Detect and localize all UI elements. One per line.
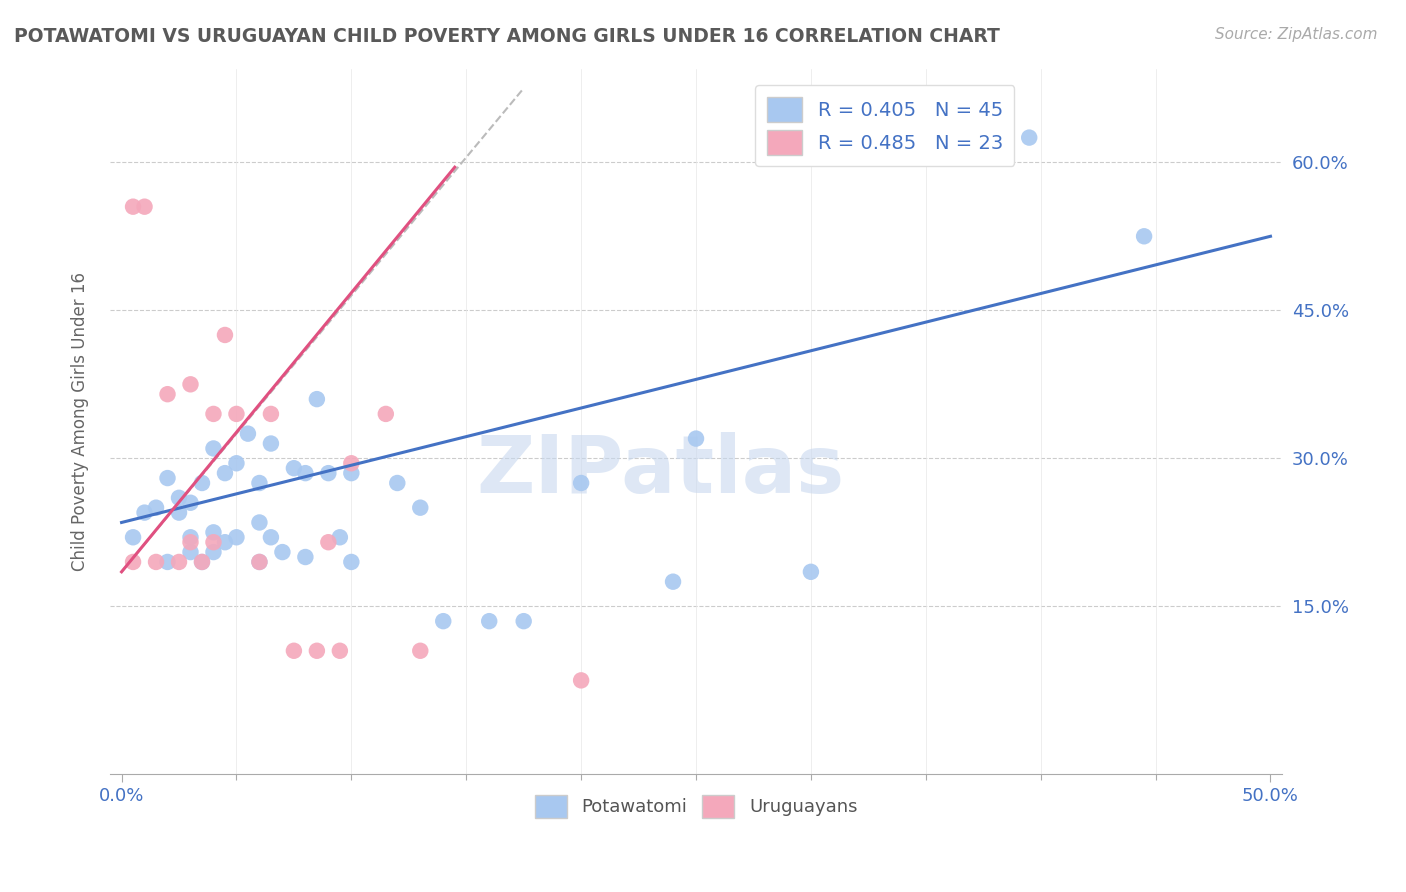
Point — [167, 555, 190, 569]
Point — [512, 614, 534, 628]
Point — [318, 466, 340, 480]
Point — [318, 535, 340, 549]
Point — [134, 200, 156, 214]
Text: POTAWATOMI VS URUGUAYAN CHILD POVERTY AMONG GIRLS UNDER 16 CORRELATION CHART: POTAWATOMI VS URUGUAYAN CHILD POVERTY AM… — [14, 27, 1000, 45]
Point — [202, 545, 225, 559]
Point — [202, 442, 225, 456]
Point — [145, 555, 167, 569]
Point — [191, 555, 214, 569]
Point — [800, 565, 823, 579]
Point — [179, 377, 201, 392]
Point — [122, 530, 145, 544]
Point — [179, 496, 201, 510]
Point — [685, 432, 707, 446]
Point — [145, 500, 167, 515]
Point — [122, 555, 145, 569]
Point — [340, 555, 363, 569]
Point — [305, 644, 328, 658]
Point — [260, 407, 283, 421]
Point — [283, 644, 305, 658]
Point — [329, 530, 352, 544]
Point — [156, 555, 179, 569]
Point — [249, 475, 271, 490]
Point — [569, 673, 592, 688]
Point — [156, 471, 179, 485]
Point — [191, 475, 214, 490]
Point — [283, 461, 305, 475]
Point — [1018, 130, 1040, 145]
Point — [156, 387, 179, 401]
Point — [214, 535, 236, 549]
Point — [271, 545, 294, 559]
Point — [179, 545, 201, 559]
Point — [1133, 229, 1156, 244]
Point — [340, 456, 363, 470]
Point — [387, 475, 409, 490]
Point — [294, 466, 316, 480]
Point — [122, 200, 145, 214]
Point — [179, 530, 201, 544]
Legend: Potawatomi, Uruguayans: Potawatomi, Uruguayans — [527, 788, 865, 825]
Point — [225, 530, 247, 544]
Point — [179, 535, 201, 549]
Point — [236, 426, 259, 441]
Point — [478, 614, 501, 628]
Point — [202, 407, 225, 421]
Point — [374, 407, 396, 421]
Point — [260, 436, 283, 450]
Point — [249, 516, 271, 530]
Point — [260, 530, 283, 544]
Point — [225, 407, 247, 421]
Point — [432, 614, 454, 628]
Point — [191, 555, 214, 569]
Point — [134, 506, 156, 520]
Point — [340, 466, 363, 480]
Point — [202, 535, 225, 549]
Point — [249, 555, 271, 569]
Point — [305, 392, 328, 406]
Point — [409, 500, 432, 515]
Point — [202, 525, 225, 540]
Point — [225, 456, 247, 470]
Text: Source: ZipAtlas.com: Source: ZipAtlas.com — [1215, 27, 1378, 42]
Point — [662, 574, 685, 589]
Point — [167, 506, 190, 520]
Text: ZIPatlas: ZIPatlas — [477, 432, 845, 509]
Point — [294, 549, 316, 564]
Point — [214, 466, 236, 480]
Point — [249, 555, 271, 569]
Point — [214, 328, 236, 343]
Y-axis label: Child Poverty Among Girls Under 16: Child Poverty Among Girls Under 16 — [72, 272, 89, 571]
Point — [167, 491, 190, 505]
Point — [329, 644, 352, 658]
Point — [569, 475, 592, 490]
Point — [409, 644, 432, 658]
